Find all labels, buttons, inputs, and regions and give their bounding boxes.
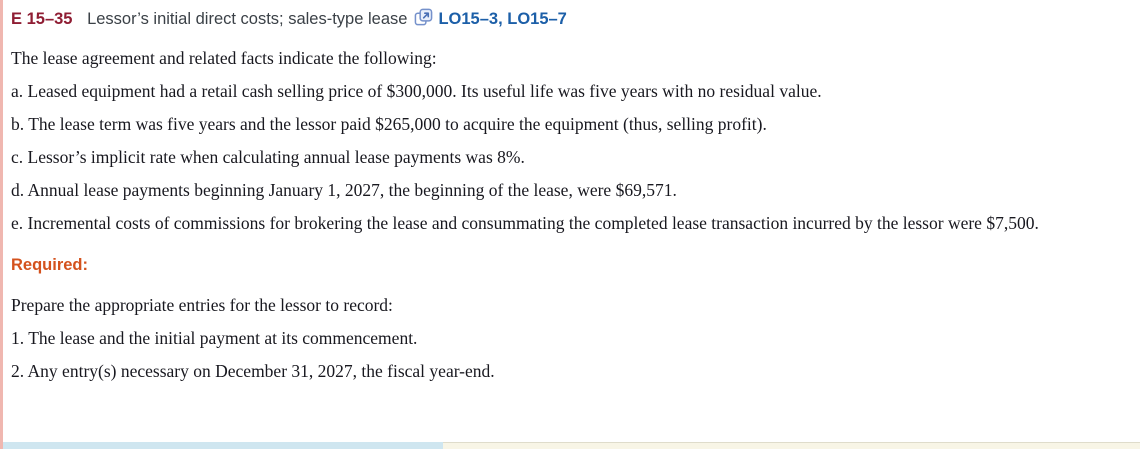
exercise-body: The lease agreement and related facts in… bbox=[11, 42, 1116, 388]
fact-label: e. bbox=[11, 213, 24, 233]
learning-objectives-link[interactable]: LO15–3, LO15–7 bbox=[438, 10, 567, 28]
external-link-icon[interactable] bbox=[414, 8, 433, 34]
next-section-edge bbox=[3, 442, 1140, 449]
exercise-title: Lessor’s initial direct costs; sales-typ… bbox=[87, 10, 408, 28]
required-item-label: 2. bbox=[11, 361, 25, 381]
required-item-2: 2. Any entry(s) necessary on December 31… bbox=[11, 355, 1116, 388]
intro-paragraph: The lease agreement and related facts in… bbox=[11, 48, 437, 68]
required-intro-paragraph: Prepare the appropriate entries for the … bbox=[11, 295, 393, 315]
fact-text: Incremental costs of commissions for bro… bbox=[27, 213, 1039, 233]
exercise-number: E 15–35 bbox=[11, 10, 73, 28]
fact-text: Leased equipment had a retail cash selli… bbox=[27, 81, 822, 101]
left-accent-border bbox=[0, 0, 3, 449]
next-section-edge-cream bbox=[443, 442, 1140, 449]
required-item-text: The lease and the initial payment at its… bbox=[28, 328, 418, 348]
fact-text: The lease term was five years and the le… bbox=[28, 114, 767, 134]
fact-label: a. bbox=[11, 81, 24, 101]
fact-item-b: b. The lease term was five years and the… bbox=[11, 108, 1116, 141]
fact-item-d: d. Annual lease payments beginning Janua… bbox=[11, 174, 1116, 207]
fact-label: d. bbox=[11, 180, 25, 200]
exercise-content: E 15–35 Lessor’s initial direct costs; s… bbox=[11, 7, 1116, 388]
required-item-1: 1. The lease and the initial payment at … bbox=[11, 322, 1116, 355]
fact-item-e: e. Incremental costs of commissions for … bbox=[11, 207, 1116, 240]
required-item-label: 1. bbox=[11, 328, 25, 348]
fact-text: Lessor’s implicit rate when calculating … bbox=[27, 147, 525, 167]
fact-text: Annual lease payments beginning January … bbox=[27, 180, 677, 200]
fact-item-c: c. Lessor’s implicit rate when calculati… bbox=[11, 141, 1116, 174]
fact-label: c. bbox=[11, 147, 24, 167]
next-section-edge-blue bbox=[3, 442, 443, 449]
required-item-text: Any entry(s) necessary on December 31, 2… bbox=[27, 361, 495, 381]
fact-item-a: a. Leased equipment had a retail cash se… bbox=[11, 75, 1116, 108]
required-heading: Required: bbox=[11, 256, 89, 274]
fact-label: b. bbox=[11, 114, 25, 134]
exercise-header: E 15–35 Lessor’s initial direct costs; s… bbox=[11, 7, 1116, 34]
